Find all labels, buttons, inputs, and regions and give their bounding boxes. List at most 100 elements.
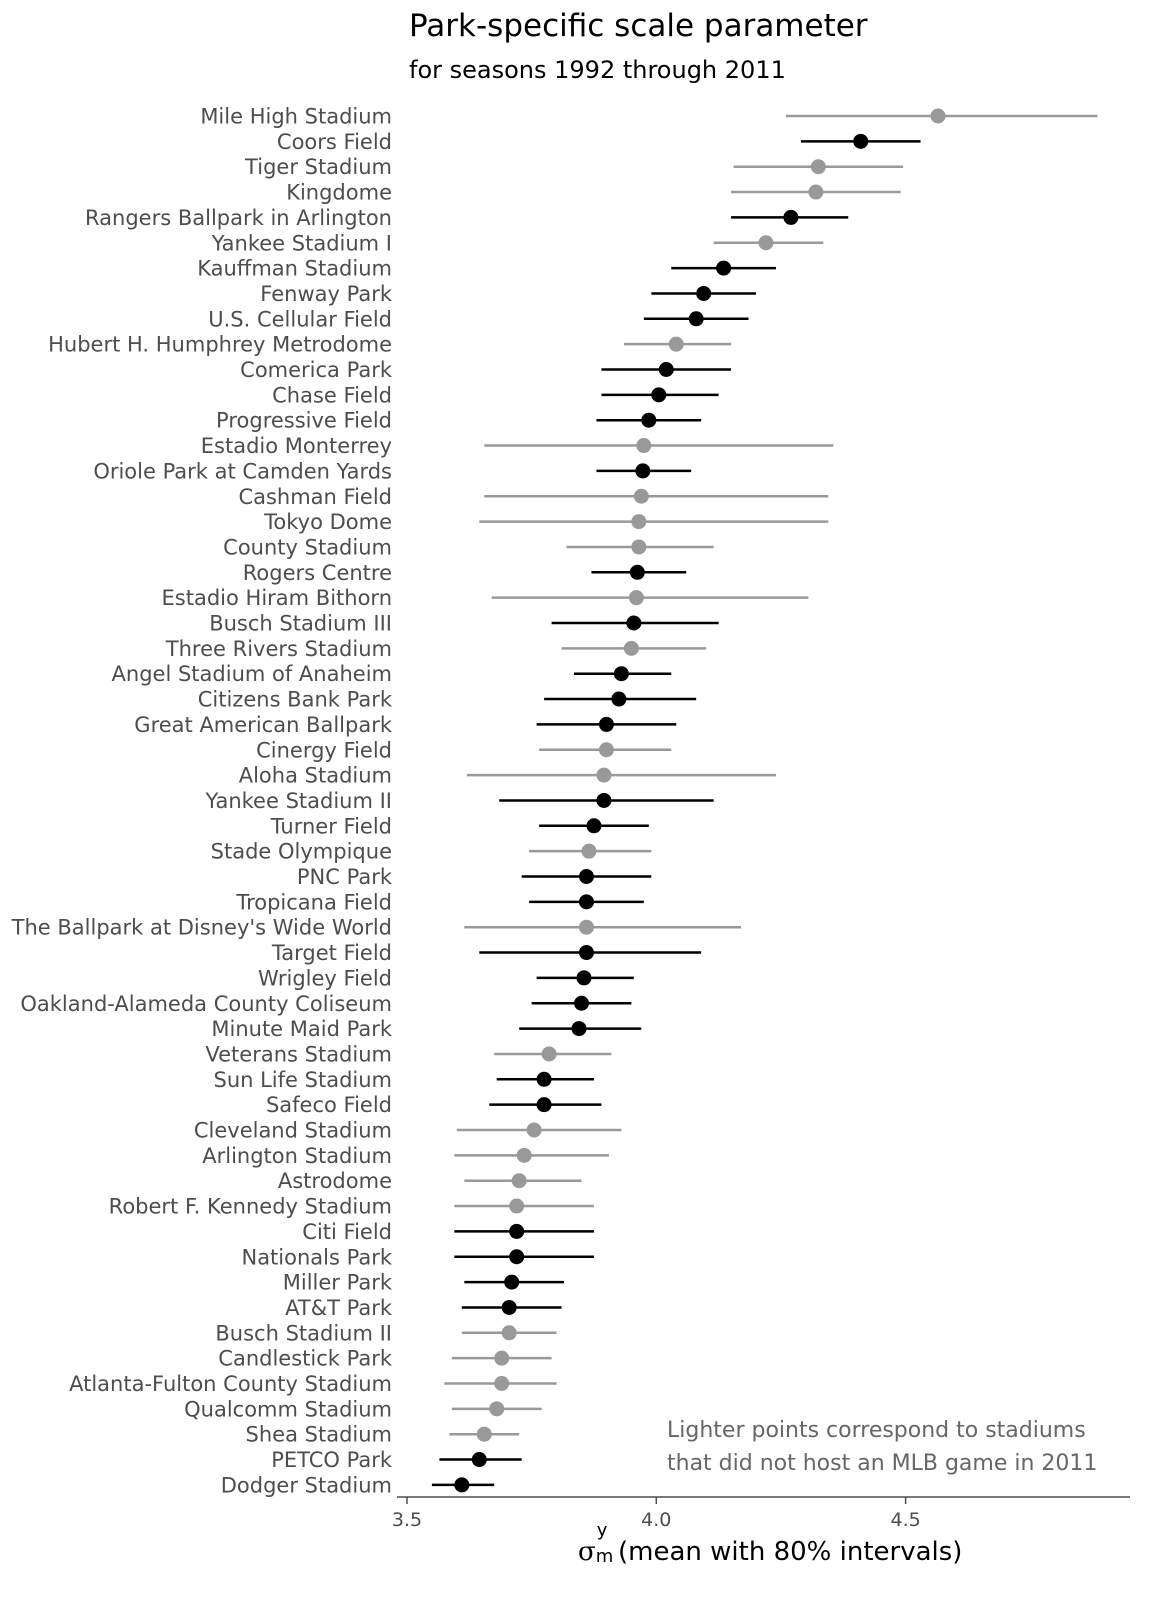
mean-point: [516, 1147, 532, 1163]
x-tick-label: 4.0: [641, 1509, 671, 1531]
mean-point: [509, 1249, 525, 1265]
mean-point: [635, 463, 651, 479]
y-tick-label: Busch Stadium III: [209, 612, 392, 636]
y-tick-label: Busch Stadium II: [215, 1321, 392, 1345]
mean-point: [581, 843, 597, 859]
y-tick-label: Tiger Stadium: [244, 155, 392, 179]
y-tick-label: Kauffman Stadium: [197, 257, 392, 281]
y-tick-label: Fenway Park: [260, 282, 393, 306]
y-tick-label: Rogers Centre: [243, 561, 392, 585]
y-tick-label: Safeco Field: [266, 1093, 392, 1117]
y-tick-label: Aloha Stadium: [239, 764, 392, 788]
mean-point: [596, 767, 612, 783]
y-tick-label: Candlestick Park: [218, 1347, 393, 1371]
mean-point: [633, 488, 649, 504]
y-tick-label: Robert F. Kennedy Stadium: [109, 1195, 392, 1219]
y-tick-label: U.S. Cellular Field: [208, 307, 392, 331]
y-tick-label: Minute Maid Park: [211, 1017, 392, 1041]
mean-point: [611, 691, 627, 707]
mean-point: [509, 1223, 525, 1239]
mean-point: [504, 1274, 520, 1290]
y-tick-label: Nationals Park: [241, 1245, 392, 1269]
y-tick-label: Rangers Ballpark in Arlington: [85, 206, 392, 230]
y-tick-label: Shea Stadium: [246, 1423, 392, 1447]
y-tick-label: Yankee Stadium I: [211, 231, 392, 255]
y-tick-label: Citi Field: [302, 1220, 392, 1244]
annotation-line-1: Lighter points correspond to stadiums: [667, 1418, 1086, 1443]
x-axis-title-text: (mean with 80% intervals): [609, 1537, 963, 1567]
y-tick-label: Citizens Bank Park: [198, 688, 393, 712]
y-tick-label: Chase Field: [272, 383, 392, 407]
y-tick-label: Oakland-Alameda County Coliseum: [20, 992, 392, 1016]
y-tick-label: Oriole Park at Camden Yards: [93, 459, 392, 483]
y-tick-label: Turner Field: [270, 814, 392, 838]
y-tick-label: Progressive Field: [216, 409, 392, 433]
y-tick-label: Three Rivers Stadium: [165, 637, 392, 661]
mean-point: [511, 1173, 527, 1189]
y-tick-label: Cinergy Field: [256, 738, 392, 762]
mean-point: [494, 1350, 510, 1366]
y-tick-label: PETCO Park: [271, 1448, 393, 1472]
mean-point: [658, 362, 674, 377]
y-tick-label: Yankee Stadium II: [205, 789, 392, 813]
y-tick-label: Angel Stadium of Anaheim: [112, 662, 392, 686]
y-tick-label: Hubert H. Humphrey Metrodome: [48, 333, 392, 357]
y-tick-label: Coors Field: [277, 130, 392, 154]
x-tick-label: 4.5: [891, 1509, 921, 1531]
x-tick-label: 3.5: [392, 1509, 422, 1531]
mean-point: [758, 235, 774, 251]
y-tick-label: Comerica Park: [240, 358, 393, 382]
mean-point: [489, 1401, 505, 1417]
y-tick-label: Tropicana Field: [235, 890, 392, 914]
x-axis-title-symbol: σ: [578, 1537, 596, 1567]
mean-point: [476, 1426, 492, 1442]
y-tick-label: Stade Olympique: [211, 840, 392, 864]
mean-point: [631, 539, 647, 555]
interval-layer: [431, 114, 1098, 1487]
y-tick-label: Dodger Stadium: [221, 1473, 392, 1497]
mean-point: [613, 666, 629, 682]
mean-point: [810, 159, 826, 175]
mean-point: [536, 1071, 552, 1087]
mean-point: [501, 1325, 517, 1341]
x-axis: 3.5 4.0 4.5: [392, 1496, 1130, 1531]
mean-point: [636, 438, 652, 454]
y-tick-label: County Stadium: [223, 535, 392, 559]
mean-point: [578, 945, 594, 961]
mean-point: [688, 311, 704, 327]
mean-point: [573, 995, 589, 1011]
mean-point: [783, 209, 799, 225]
mean-point: [626, 615, 642, 631]
mean-point: [536, 1097, 552, 1113]
annotation: Lighter points correspond to stadiums th…: [667, 1418, 1097, 1476]
mean-point: [628, 590, 644, 606]
mean-point: [578, 919, 594, 935]
mean-point: [631, 514, 647, 530]
mean-point: [509, 1198, 525, 1214]
y-tick-label: Atlanta-Fulton County Stadium: [69, 1372, 392, 1396]
mean-point: [541, 1046, 557, 1062]
point-layer: [454, 108, 946, 1493]
y-tick-label: Sun Life Stadium: [213, 1068, 392, 1092]
y-tick-label: Astrodome: [278, 1169, 392, 1193]
y-tick-label: Estadio Monterrey: [201, 434, 392, 458]
mean-point: [930, 108, 946, 124]
mean-point: [454, 1477, 470, 1493]
chart-subtitle: for seasons 1992 through 2011: [409, 56, 786, 84]
y-tick-label: Miller Park: [283, 1271, 393, 1295]
mean-point: [471, 1452, 487, 1468]
mean-point: [576, 970, 592, 986]
mean-point: [651, 387, 667, 403]
mean-point: [716, 260, 732, 276]
y-tick-label: Mile High Stadium: [200, 105, 392, 129]
x-axis-title-sub: m: [595, 1546, 614, 1567]
mean-point: [526, 1122, 542, 1138]
y-tick-label: Tokyo Dome: [263, 510, 392, 534]
mean-point: [853, 133, 869, 149]
annotation-line-2: that did not host an MLB game in 2011: [667, 1451, 1097, 1476]
y-tick-label: Arlington Stadium: [202, 1144, 392, 1168]
y-tick-label: The Ballpark at Disney's Wide World: [11, 916, 392, 940]
